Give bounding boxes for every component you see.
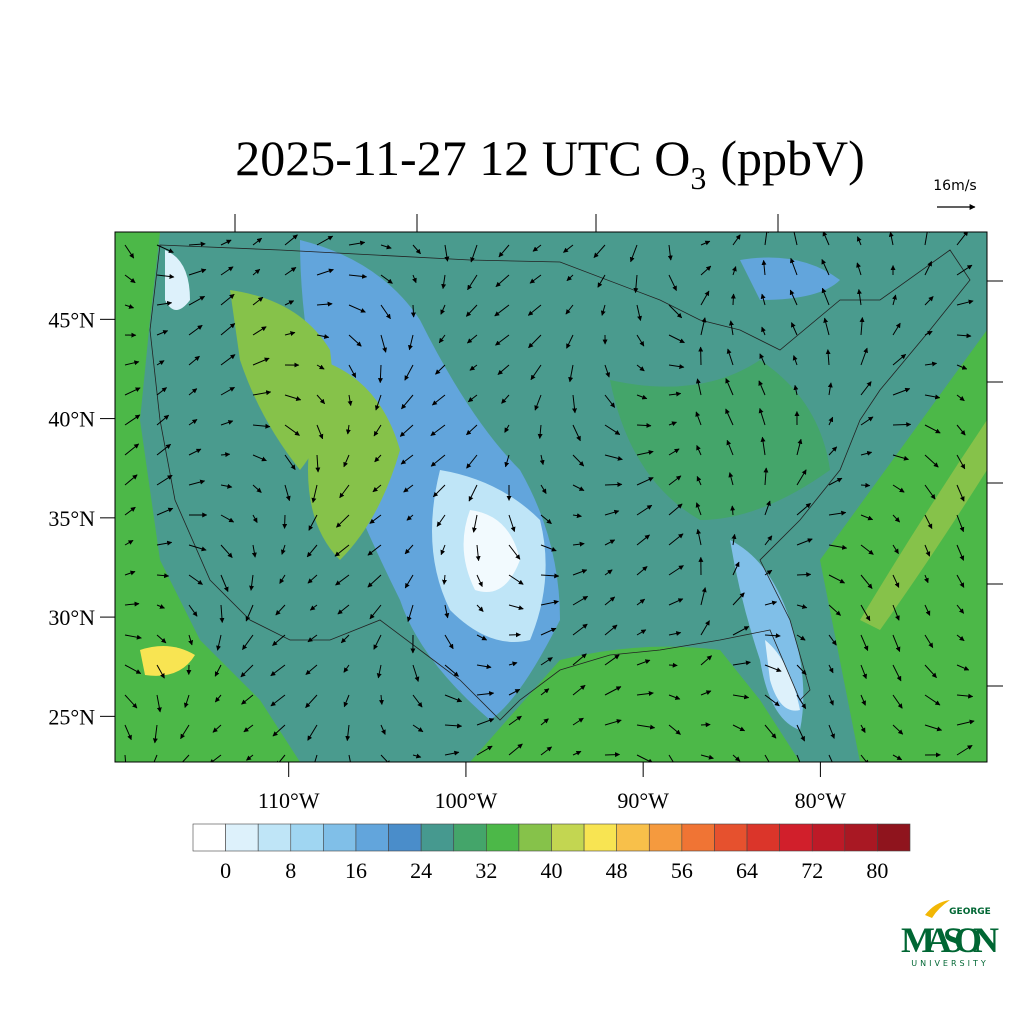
title: 2025-11-27 12 UTC O3 (ppbV) bbox=[235, 130, 864, 196]
lat-tick-label: 45°N bbox=[48, 307, 95, 332]
colorbar-tick-label: 64 bbox=[736, 858, 758, 883]
colorbar-box bbox=[877, 823, 911, 852]
lat-tick-label: 30°N bbox=[48, 605, 95, 630]
colorbar-tick-label: 0 bbox=[220, 858, 231, 883]
colorbar-box bbox=[388, 823, 422, 852]
colorbar-tick-label: 72 bbox=[801, 858, 823, 883]
lat-tick-label: 25°N bbox=[48, 704, 95, 729]
colorbar-box bbox=[746, 823, 780, 852]
colorbar-tick-label: 8 bbox=[285, 858, 296, 883]
colorbar-tick-label: 48 bbox=[606, 858, 628, 883]
logo: GEORGE MASON UNIVERSITY bbox=[901, 900, 999, 968]
colorbar-box bbox=[616, 823, 650, 852]
colorbar-box bbox=[192, 823, 226, 852]
logo-top: GEORGE bbox=[949, 907, 991, 917]
colorbar-box bbox=[355, 823, 389, 852]
colorbar-tick-label: 16 bbox=[345, 858, 367, 883]
frame-ticks bbox=[234, 214, 1003, 687]
colorbar-tick-label: 40 bbox=[541, 858, 563, 883]
vector-reference-label: 16m/s bbox=[933, 178, 976, 194]
lat-tick-label: 40°N bbox=[48, 407, 95, 432]
logo-bottom: UNIVERSITY bbox=[911, 959, 989, 968]
colorbar-box bbox=[551, 823, 585, 852]
colorbar-box bbox=[648, 823, 683, 852]
colorbar-box bbox=[844, 823, 878, 852]
colorbar-box bbox=[323, 823, 357, 852]
map-frame bbox=[114, 231, 988, 763]
colorbar-box bbox=[453, 823, 487, 852]
colorbar-tick-label: 24 bbox=[410, 858, 432, 883]
colorbar-box bbox=[681, 823, 715, 852]
map-area bbox=[115, 232, 987, 762]
logo-main: MASON bbox=[901, 920, 999, 960]
lon-tick-label: 100°W bbox=[435, 788, 498, 813]
colorbar-box bbox=[420, 823, 455, 852]
colorbar-box bbox=[583, 823, 617, 852]
colorbar-box bbox=[486, 823, 520, 852]
colorbar-tick-label: 56 bbox=[671, 858, 693, 883]
lat-tick-label: 35°N bbox=[48, 506, 95, 531]
colorbar-box bbox=[518, 823, 552, 852]
title-text: 2025-11-27 12 UTC O bbox=[235, 130, 690, 186]
title-subscript: 3 bbox=[690, 160, 706, 196]
title-suffix: (ppbV) bbox=[720, 130, 864, 186]
lon-tick-label: 80°W bbox=[795, 788, 847, 813]
colorbar-box bbox=[714, 823, 748, 852]
colorbar-box bbox=[225, 823, 259, 852]
lon-tick-label: 90°W bbox=[617, 788, 669, 813]
colorbar-tick-label: 32 bbox=[475, 858, 497, 883]
colorbar-box bbox=[779, 823, 813, 852]
colorbar-tick-label: 80 bbox=[866, 858, 888, 883]
colorbar-box bbox=[290, 823, 324, 852]
colorbar-box bbox=[811, 823, 846, 852]
lon-tick-label: 110°W bbox=[258, 788, 320, 813]
colorbar-box bbox=[257, 823, 292, 852]
